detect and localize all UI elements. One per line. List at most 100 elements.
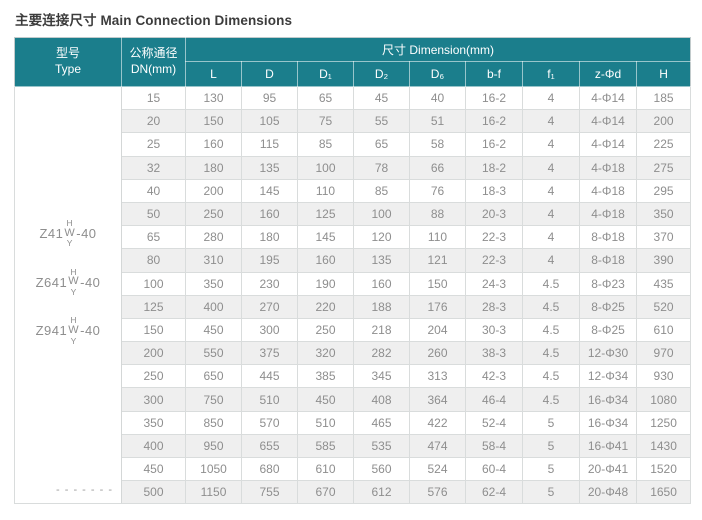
table-row: 80 310 195 160 135 121 22-3 4 8-Φ18 390 [15, 248, 692, 273]
dimension-cell: 4 [522, 85, 580, 111]
dimension-cell: 16-2 [465, 109, 523, 134]
dimension-cell: 560 [353, 456, 410, 482]
table-row: 400 950 655 585 535 474 58-4 5 16-Φ41 1430 [15, 433, 692, 459]
dimension-cell: 524 [409, 456, 466, 482]
col-header-L: L [185, 61, 242, 87]
dimension-cell: 4-Φ14 [579, 132, 637, 157]
dimension-cell: 4.5 [522, 341, 580, 366]
dimension-cell: 612 [353, 480, 410, 505]
col-header-dn-en: DN(mm) [130, 62, 177, 76]
dn-cell: 32 [121, 155, 186, 180]
col-header-type-en: Type [54, 62, 81, 76]
table-row: 40 200 145 110 85 76 18-3 4 4-Φ18 295 [15, 178, 692, 203]
dimension-cell: 16-Φ34 [579, 387, 637, 412]
dimension-cell: 225 [635, 132, 692, 157]
dimension-cell: 850 [185, 410, 242, 435]
dimension-cell: 295 [635, 178, 692, 203]
dn-cell: 40 [121, 178, 186, 203]
col-header-f1: f₁ [522, 61, 580, 87]
table-row: 300 750 510 450 408 364 46-4 4.5 16-Φ34 1080 [15, 387, 692, 412]
dn-cell: 350 [121, 410, 186, 435]
dimension-cell: 422 [409, 410, 466, 435]
dimension-cell: 5 [522, 480, 580, 505]
dimension-cell: 474 [409, 433, 466, 459]
dn-cell: 125 [121, 294, 186, 319]
dimension-cell: 145 [241, 178, 298, 203]
dimension-cell: 680 [241, 456, 298, 482]
dimension-cell: 270 [241, 294, 298, 319]
model-variant-top: H [66, 218, 74, 229]
dimension-cell: 190 [297, 271, 354, 296]
model-variant-mid: W [68, 323, 80, 336]
dimension-cell: 1520 [635, 456, 692, 482]
model-prefix: Z41 [39, 226, 64, 242]
dimension-cell: 220 [297, 294, 354, 319]
valve-model-label: Z41 H W Y -40 [39, 219, 96, 248]
dimension-cell: 510 [297, 410, 354, 435]
dimension-cell: 570 [241, 410, 298, 435]
dimension-cell: 250 [297, 317, 354, 343]
table-row: 125 400 270 220 188 176 28-3 4.5 8-Φ25 520 [15, 294, 692, 319]
dimension-cell: 4.5 [522, 364, 580, 389]
dimension-cell: 8-Φ23 [579, 271, 637, 296]
dimension-cell: 370 [635, 225, 692, 250]
dimension-cell: 28-3 [465, 294, 523, 319]
dimension-cell: 520 [635, 294, 692, 319]
dimension-cell: 950 [185, 433, 242, 459]
dimension-cell: 110 [409, 225, 466, 250]
dimension-cell: 655 [241, 433, 298, 459]
table-row: Z41 H W Y -40 Z641 H W Y -40 Z941 H W Y -40 - - - - … [14, 85, 692, 505]
dimension-cell: 16-Φ41 [579, 433, 637, 459]
col-header-D2: D₂ [353, 61, 410, 87]
table-row: 25 160 115 85 65 58 16-2 4 4-Φ14 225 [15, 132, 692, 157]
dimension-cell: 30-3 [465, 317, 523, 343]
dimension-cell: 38-3 [465, 341, 523, 366]
dimension-cell: 4 [522, 132, 580, 157]
dimension-cell: 16-Φ34 [579, 410, 637, 435]
dimension-cell: 12-Φ30 [579, 341, 637, 366]
dimension-cell: 450 [185, 317, 242, 343]
dimension-cell: 145 [297, 225, 354, 250]
valve-model-label: Z641 H W Y -40 [36, 268, 101, 297]
dimension-cell: 350 [185, 271, 242, 296]
dimension-cell: 176 [409, 294, 466, 319]
dimension-cell: 12-Φ34 [579, 364, 637, 389]
dimension-cell: 280 [185, 225, 242, 250]
model-prefix: Z641 [35, 274, 68, 290]
dimension-cell: 120 [353, 225, 410, 250]
dimension-cell: 385 [297, 364, 354, 389]
dimension-cell: 18-2 [465, 155, 523, 180]
table-row: 200 550 375 320 282 260 38-3 4.5 12-Φ30 970 [15, 341, 692, 366]
dimension-cell: 4.5 [522, 387, 580, 412]
dimension-cell: 105 [241, 109, 298, 134]
model-variant-top: H [70, 266, 77, 277]
dimension-cell: 435 [635, 271, 692, 296]
model-variant-bottom: Y [66, 238, 73, 249]
col-header-D: D [241, 61, 298, 87]
dimension-cell: 16-2 [465, 132, 523, 157]
dimension-cell: 610 [635, 317, 692, 343]
model-variant-bottom: Y [70, 286, 77, 297]
dimension-cell: 66 [409, 155, 466, 180]
dimension-cell: 95 [241, 85, 298, 111]
dimension-cell: 200 [185, 178, 242, 203]
dimension-cell: 260 [409, 341, 466, 366]
dimension-cell: 364 [409, 387, 466, 412]
dimension-cell: 85 [297, 132, 354, 157]
dimension-cell: 930 [635, 364, 692, 389]
dimension-cell: 313 [409, 364, 466, 389]
dimension-cell: 52-4 [465, 410, 523, 435]
dimension-cell: 585 [297, 433, 354, 459]
dimension-cell: 115 [241, 132, 298, 157]
dimension-cell: 408 [353, 387, 410, 412]
dimension-cell: 121 [409, 248, 466, 273]
dimension-cell: 450 [297, 387, 354, 412]
dimension-cell: 51 [409, 109, 466, 134]
dimension-cell: 8-Φ18 [579, 248, 637, 273]
header-row-sub: L D D₁ D₂ D₆ b-f f₁ z-Φd H [15, 61, 692, 87]
col-header-zqd: z-Φd [579, 61, 637, 87]
dn-cell: 15 [121, 85, 186, 111]
dimension-cell: 970 [635, 341, 692, 366]
table-row: 20 150 105 75 55 51 16-2 4 4-Φ14 200 [15, 109, 692, 134]
